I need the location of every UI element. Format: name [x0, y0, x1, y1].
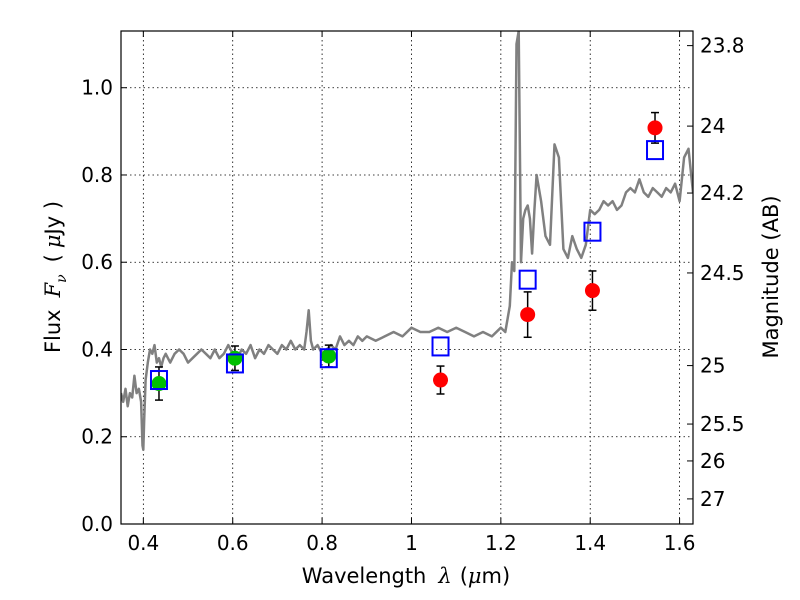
y2-tick-label: 24.5	[700, 261, 745, 285]
y-tick-label: 0.2	[81, 425, 113, 449]
x-tick-label: 1.6	[664, 531, 696, 555]
y-axis-label: FluxFν(μJy )	[41, 201, 70, 353]
y2-tick-label: 27	[700, 487, 725, 511]
y-tick-label: 1.0	[81, 76, 113, 100]
photometry-point	[584, 283, 600, 299]
model-square-marker	[225, 353, 244, 374]
photometry-point	[227, 350, 243, 366]
y2-tick-label: 25	[700, 354, 725, 378]
grid-lines	[121, 31, 693, 525]
y-tick-label: 0.6	[81, 250, 113, 274]
model-square-marker	[319, 348, 338, 369]
x-axis-label: Wavelength λ (μm)	[302, 564, 510, 588]
model-square-marker	[646, 140, 665, 161]
x-tick-label: 0.6	[217, 531, 249, 555]
plot-frame	[120, 30, 694, 525]
photometry-point	[647, 120, 663, 136]
spectrum-line	[121, 31, 693, 452]
photometry-point	[151, 376, 167, 392]
y-tick-label: 0.8	[81, 163, 113, 187]
y-tick-label: 0.0	[81, 512, 113, 536]
photometry-point	[433, 372, 449, 388]
y-tick-label: 0.4	[81, 337, 113, 361]
x-tick-label: 1.4	[574, 531, 606, 555]
y2-tick-label: 24	[700, 114, 725, 138]
plot-area	[121, 31, 693, 452]
x-tick-label: 1	[405, 531, 418, 555]
model-square-marker	[583, 221, 602, 242]
x-tick-label: 0.8	[306, 531, 338, 555]
axes: 0.4 0.6 0.8 1 1.2 1.4 1.6 0.0 0.2 0.4 0.6 0.8 1.0 23.…	[81, 30, 745, 555]
x-tick-label: 0.4	[127, 531, 159, 555]
x-tick-label: 1.2	[485, 531, 517, 555]
model-square-marker	[431, 336, 450, 357]
model-square-marker	[149, 370, 168, 391]
model-square-marker	[518, 269, 537, 290]
y2-tick-label: 23.8	[700, 34, 745, 58]
y2-tick-label: 24.2	[700, 181, 745, 205]
y2-axis-label: Magnitude (AB)	[759, 195, 783, 358]
y2-tick-label: 25.5	[700, 412, 745, 436]
photometry-point	[321, 348, 337, 364]
y2-tick-label: 26	[700, 449, 725, 473]
photometry-point	[520, 307, 536, 323]
